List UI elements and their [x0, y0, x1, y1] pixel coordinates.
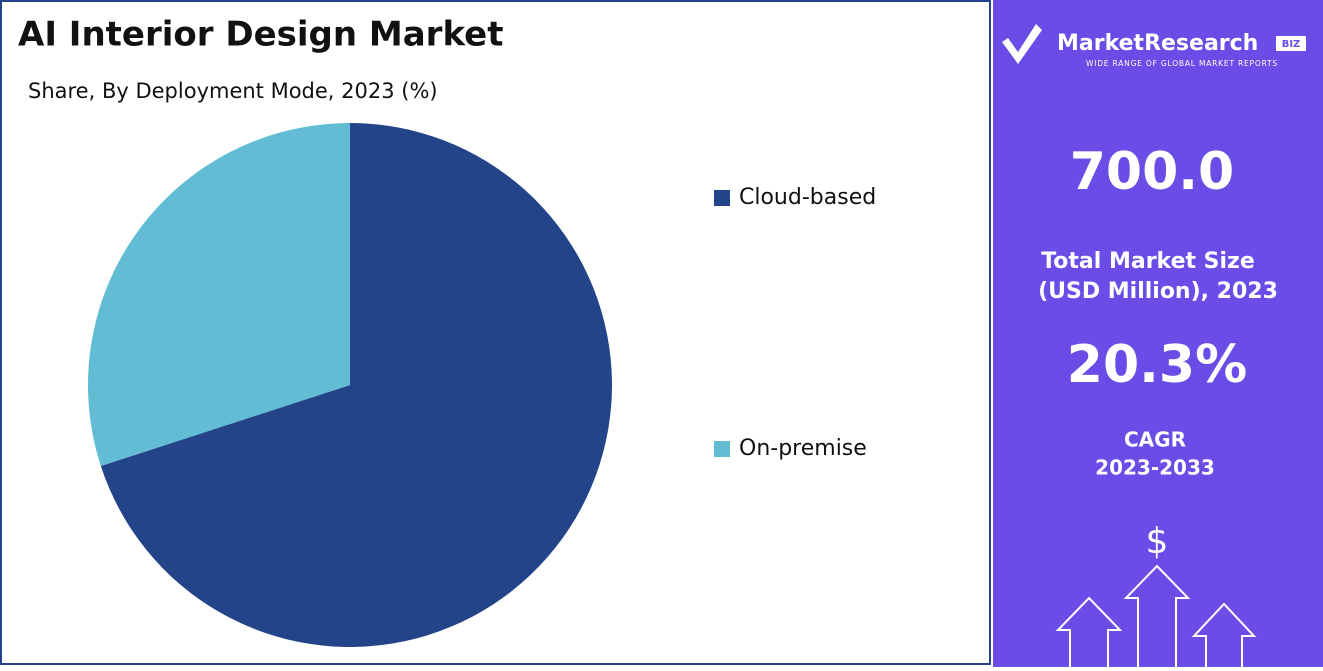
cagr: 20.3%	[1067, 335, 1247, 395]
side-panel	[993, 0, 1323, 667]
market-size: 700.0	[1070, 142, 1234, 202]
pie-slice	[87, 123, 351, 466]
arrows-icon	[1055, 564, 1257, 667]
legend-label: On-premise	[739, 436, 867, 461]
brand-tag-box	[1276, 36, 1306, 51]
brand-slogan: WIDE RANGE OF GLOBAL MARKET REPORTS	[1086, 59, 1278, 68]
market-size-label: (USD Million), 2023	[1038, 279, 1278, 304]
cagr-label: 2023-2033	[1095, 456, 1215, 480]
chart-subtitle: Share, By Deployment Mode, 2023 (%)	[28, 79, 438, 103]
cagr-label: CAGR	[1124, 428, 1186, 452]
brand-tag: BIZ	[1282, 39, 1301, 50]
market-size-label: Total Market Size	[1041, 249, 1255, 274]
legend-swatch	[714, 190, 730, 206]
icon-symbol: $	[1146, 521, 1169, 562]
pie-slice	[100, 123, 613, 647]
legend-swatch	[714, 441, 730, 457]
legend-label: Cloud-based	[739, 185, 876, 210]
chart-title: AI Interior Design Market	[18, 15, 503, 55]
brand-logo	[1002, 24, 1042, 64]
brand: MarketResearch	[1057, 31, 1258, 56]
